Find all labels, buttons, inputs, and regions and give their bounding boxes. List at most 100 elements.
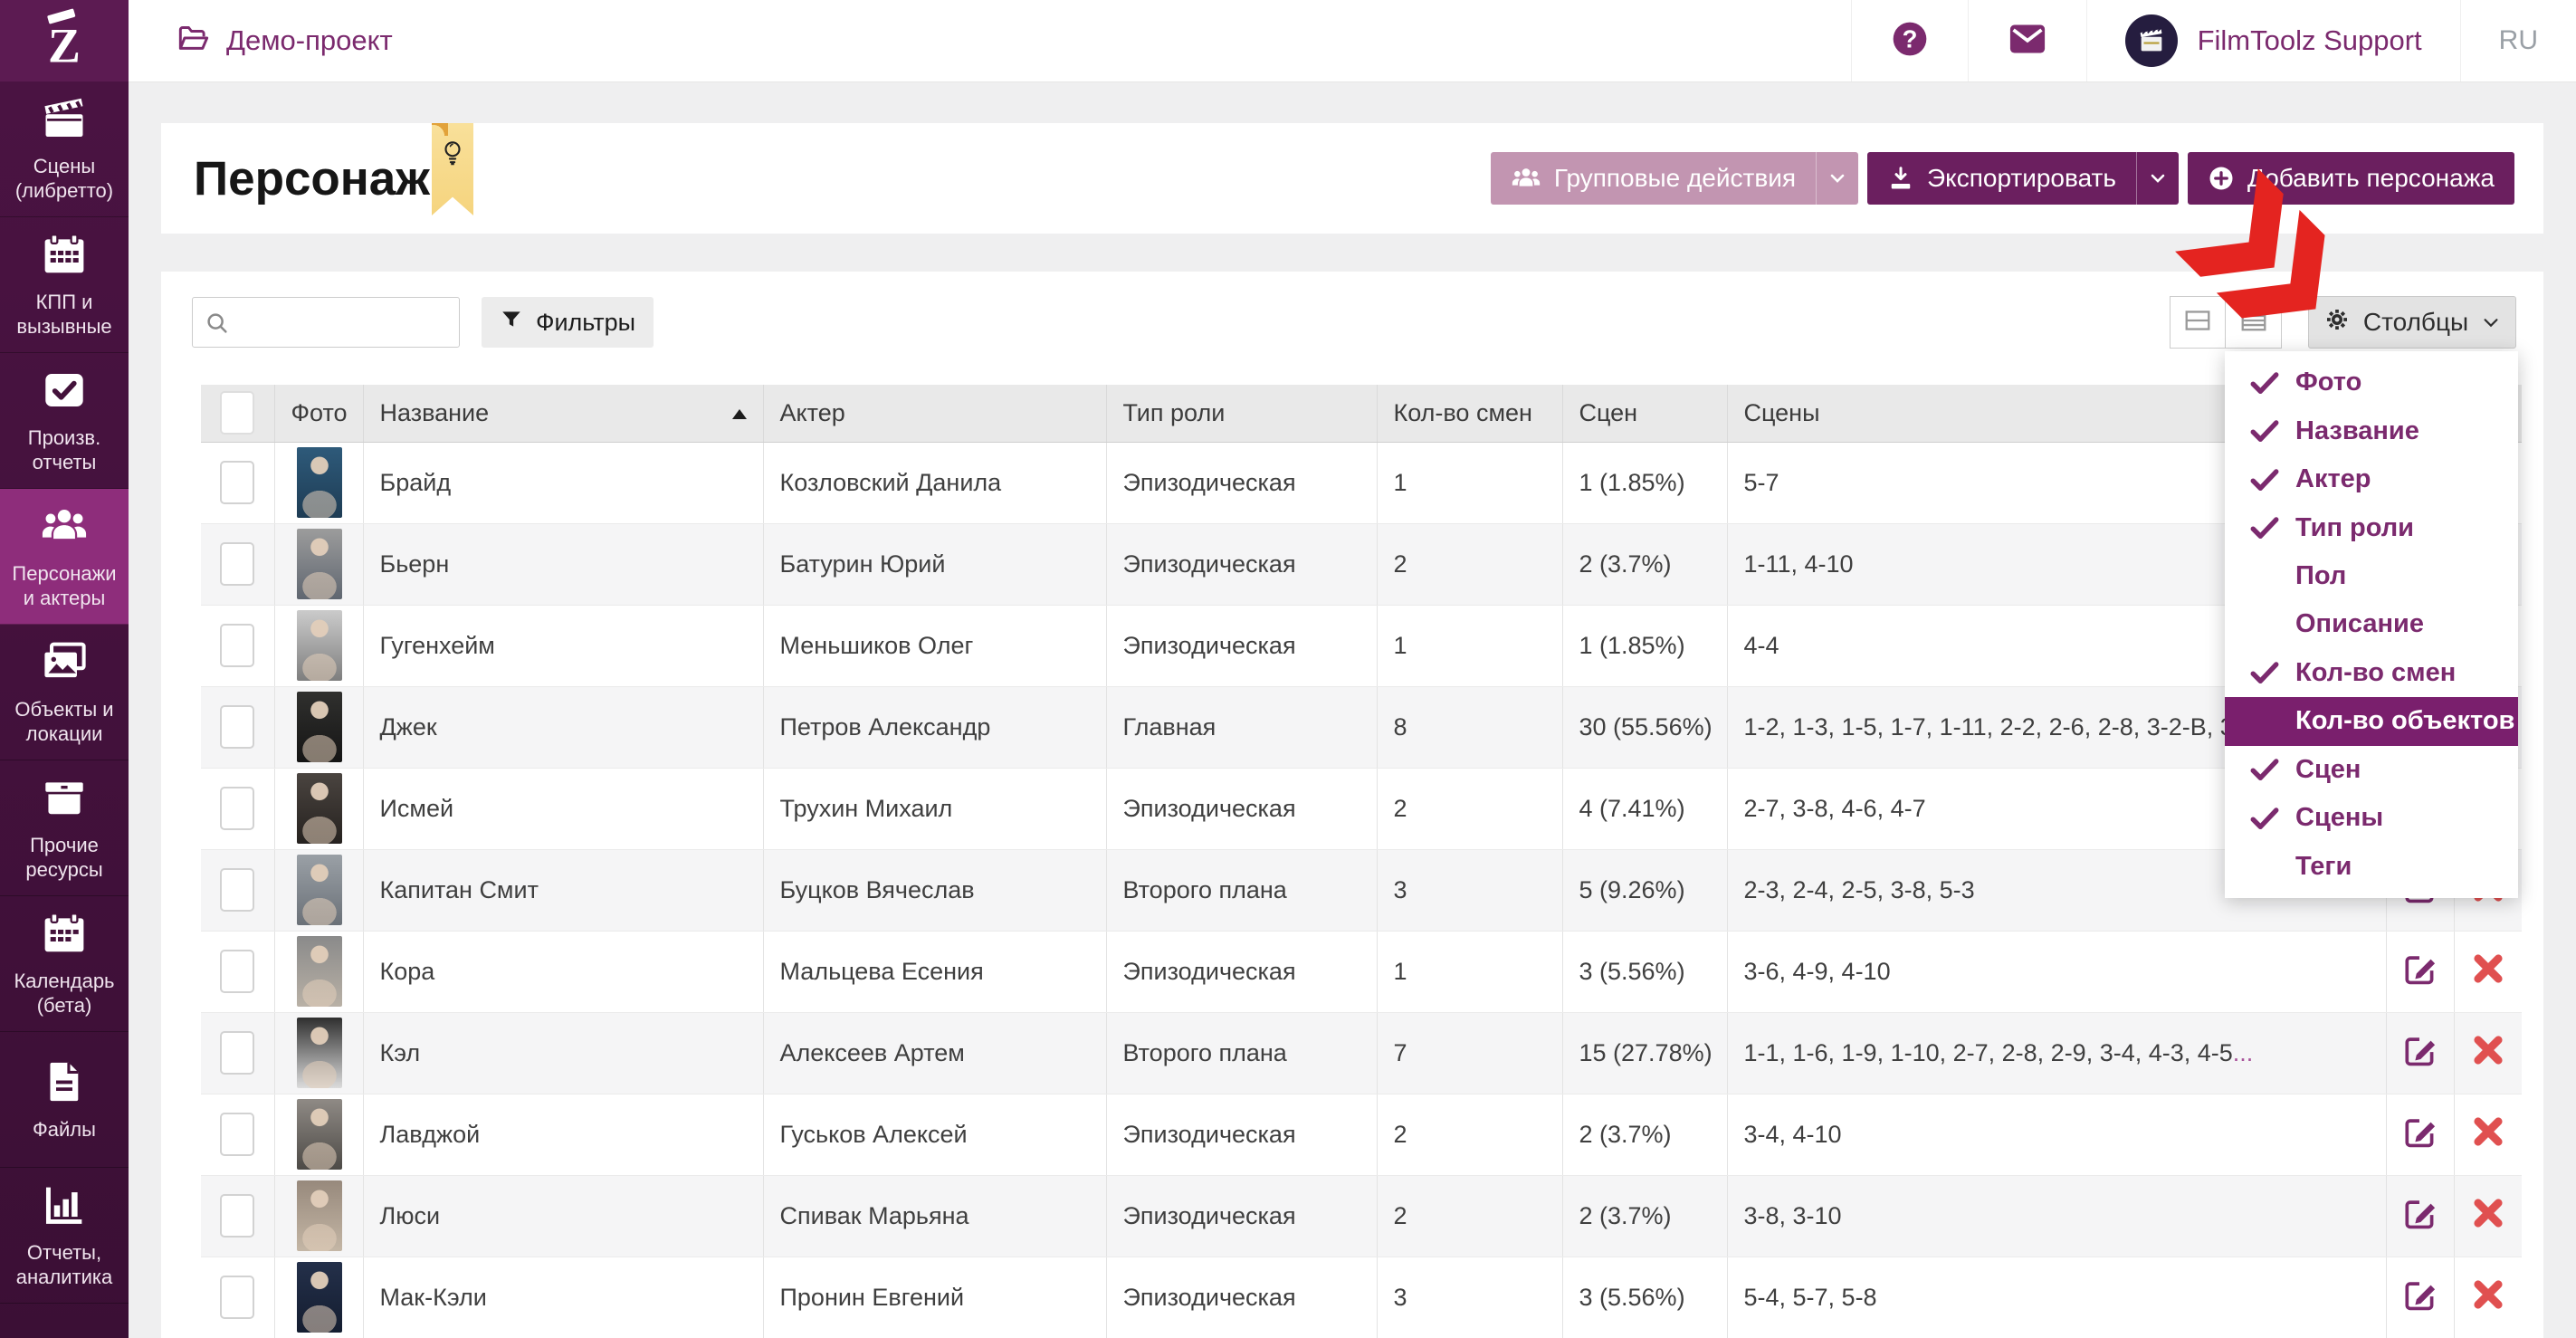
- shifts-count: 2: [1377, 1175, 1563, 1257]
- character-photo: [296, 1262, 342, 1333]
- columns-menu-item[interactable]: Теги: [2225, 843, 2518, 891]
- row-checkbox[interactable]: [220, 624, 255, 667]
- row-checkbox[interactable]: [220, 787, 255, 830]
- sidebar: Сцены (либретто) КПП и вызывные Произв. от…: [0, 81, 129, 1338]
- project-switcher[interactable]: Демо-проект: [176, 22, 393, 60]
- filmtoolz-logo-icon: Z: [30, 5, 99, 78]
- columns-menu-item[interactable]: Тип роли: [2225, 503, 2518, 551]
- delete-row-button[interactable]: [2469, 1031, 2507, 1069]
- language-switcher[interactable]: RU: [2459, 0, 2576, 81]
- column-header-scenes-count[interactable]: Сцен: [1562, 385, 1728, 443]
- scenes-more-link[interactable]: ...: [2232, 1038, 2254, 1066]
- column-header-shifts[interactable]: Кол-во смен: [1377, 385, 1563, 443]
- table-row: Бьерн Батурин Юрий Эпизодическая 2 2 (3.7%) 1…: [201, 523, 2522, 606]
- help-icon: ?: [1890, 19, 1930, 63]
- edit-row-button[interactable]: [2401, 1113, 2439, 1151]
- filters-button[interactable]: Фильтры: [482, 297, 654, 348]
- character-name: Исмей: [363, 768, 764, 850]
- delete-row-button[interactable]: [2469, 950, 2507, 988]
- row-checkbox[interactable]: [220, 1113, 255, 1156]
- help-button[interactable]: ?: [1850, 0, 1968, 81]
- sidebar-item[interactable]: КПП и вызывные: [0, 217, 129, 353]
- delete-row-button[interactable]: [2469, 1113, 2507, 1151]
- row-checkbox[interactable]: [220, 542, 255, 586]
- view-toggles: [2170, 296, 2282, 349]
- edit-row-button[interactable]: [2401, 1276, 2439, 1314]
- sidebar-item[interactable]: Персонажи и актеры: [0, 489, 129, 625]
- shifts-count: 2: [1377, 768, 1563, 850]
- columns-menu-item[interactable]: Описание: [2225, 600, 2518, 648]
- edit-row-button[interactable]: [2401, 1031, 2439, 1069]
- messages-button[interactable]: [1967, 0, 2086, 81]
- group-actions-caret[interactable]: [1816, 152, 1858, 205]
- sidebar-item[interactable]: [0, 1304, 129, 1338]
- columns-menu-item[interactable]: Актер: [2225, 455, 2518, 503]
- column-header-actor[interactable]: Актер: [763, 385, 1107, 443]
- check-icon: [2248, 464, 2281, 496]
- search-input[interactable]: [193, 298, 459, 347]
- column-header-name[interactable]: Название: [363, 385, 764, 443]
- columns-menu-item[interactable]: Фото: [2225, 358, 2518, 406]
- columns-menu-item-label: Сцены: [2295, 803, 2384, 833]
- edit-row-button[interactable]: [2401, 1194, 2439, 1232]
- row-checkbox[interactable]: [220, 461, 255, 504]
- character-photo: [296, 936, 342, 1007]
- actor-name: Батурин Юрий: [763, 523, 1107, 606]
- sidebar-item[interactable]: Отчеты, аналитика: [0, 1168, 129, 1304]
- sidebar-item[interactable]: Календарь (бета): [0, 896, 129, 1032]
- row-checkbox[interactable]: [220, 1194, 255, 1238]
- scenes-count: 2 (3.7%): [1562, 1175, 1728, 1257]
- role-type: Эпизодическая: [1106, 605, 1378, 687]
- row-checkbox[interactable]: [220, 950, 255, 993]
- role-type: Эпизодическая: [1106, 768, 1378, 850]
- edit-row-button[interactable]: [2401, 950, 2439, 988]
- add-character-button[interactable]: Добавить персонажа: [2187, 152, 2514, 205]
- columns-menu-item[interactable]: Название: [2225, 406, 2518, 454]
- sidebar-item[interactable]: Произв. отчеты: [0, 353, 129, 489]
- svg-text:?: ?: [1902, 24, 1917, 53]
- export-caret[interactable]: [2135, 152, 2179, 205]
- delete-row-button[interactable]: [2469, 1276, 2507, 1314]
- row-checkbox[interactable]: [220, 1031, 255, 1075]
- columns-button[interactable]: Столбцы: [2308, 296, 2516, 349]
- account-menu[interactable]: FilmToolz Support: [2085, 0, 2460, 81]
- svg-text:Z: Z: [48, 18, 81, 72]
- columns-menu-item[interactable]: Кол-во объектов: [2225, 697, 2518, 746]
- group-actions-button[interactable]: Групповые действия: [1490, 152, 1859, 205]
- columns-menu-item[interactable]: Кол-во смен: [2225, 649, 2518, 697]
- shifts-count: 3: [1377, 849, 1563, 932]
- role-type: Эпизодическая: [1106, 1257, 1378, 1338]
- delete-row-button[interactable]: [2469, 1194, 2507, 1232]
- columns-menu-item[interactable]: Пол: [2225, 552, 2518, 600]
- select-all-checkbox[interactable]: [220, 391, 255, 435]
- column-header-photo[interactable]: Фото: [274, 385, 364, 443]
- sidebar-item[interactable]: Объекты и локации: [0, 625, 129, 760]
- sidebar-item[interactable]: Прочие ресурсы: [0, 760, 129, 896]
- character-photo: [296, 1018, 342, 1088]
- role-type: Главная: [1106, 686, 1378, 769]
- export-button[interactable]: Экспортировать: [1867, 152, 2179, 205]
- calendar-icon: [40, 909, 89, 958]
- check-icon: [2248, 367, 2281, 399]
- character-photo: [296, 610, 342, 681]
- columns-menu-item[interactable]: Сцен: [2225, 746, 2518, 794]
- compact-view-toggle[interactable]: [2170, 296, 2226, 349]
- columns-menu-item[interactable]: Сцены: [2225, 794, 2518, 842]
- row-checkbox[interactable]: [220, 705, 255, 749]
- table-row: Брайд Козловский Данила Эпизодическая 1 1 (1…: [201, 442, 2522, 524]
- sidebar-item-label: Сцены (либретто): [14, 155, 114, 202]
- sidebar-item-label: Файлы: [33, 1117, 96, 1141]
- row-checkbox[interactable]: [220, 868, 255, 912]
- row-checkbox[interactable]: [220, 1276, 255, 1319]
- project-name: Демо-проект: [226, 24, 393, 56]
- language-code: RU: [2498, 25, 2538, 55]
- sidebar-item[interactable]: Сцены (либретто): [0, 81, 129, 217]
- column-header-role-type[interactable]: Тип роли: [1106, 385, 1378, 443]
- detailed-view-toggle[interactable]: [2226, 296, 2282, 349]
- edit-icon: [2401, 1031, 2439, 1069]
- sidebar-item[interactable]: Файлы: [0, 1032, 129, 1168]
- app-logo[interactable]: Z: [0, 0, 129, 84]
- role-type: Эпизодическая: [1106, 442, 1378, 524]
- columns-menu-item-label: Кол-во смен: [2295, 657, 2457, 687]
